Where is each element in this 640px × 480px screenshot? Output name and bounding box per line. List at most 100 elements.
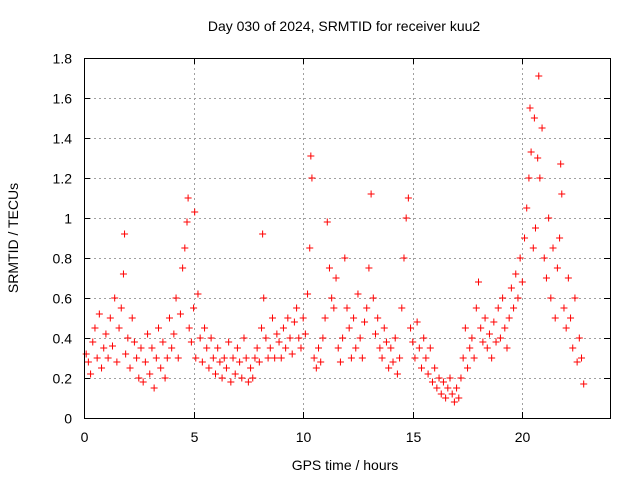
data-point bbox=[277, 354, 285, 362]
data-point bbox=[273, 330, 281, 338]
data-point bbox=[413, 318, 421, 326]
data-point bbox=[307, 152, 315, 160]
data-point bbox=[567, 314, 575, 322]
data-point bbox=[192, 354, 200, 362]
data-point bbox=[115, 324, 123, 332]
data-point bbox=[146, 370, 154, 378]
data-point bbox=[155, 324, 163, 332]
data-point bbox=[179, 264, 187, 272]
data-point bbox=[448, 390, 456, 398]
data-point bbox=[266, 344, 274, 352]
data-point bbox=[475, 278, 482, 286]
data-point bbox=[560, 304, 568, 312]
data-point bbox=[485, 330, 493, 338]
data-point bbox=[222, 364, 230, 372]
y-axis-label: SRMTID / TECUs bbox=[5, 183, 21, 293]
data-point bbox=[271, 354, 279, 362]
data-point bbox=[150, 384, 158, 392]
y-tick-label: 0 bbox=[64, 411, 72, 427]
data-point bbox=[126, 364, 134, 372]
data-point bbox=[216, 358, 224, 366]
data-point bbox=[288, 350, 296, 358]
data-point bbox=[569, 344, 577, 352]
data-point bbox=[321, 314, 329, 322]
grid-lines bbox=[84, 58, 610, 418]
data-point bbox=[293, 304, 301, 312]
data-point bbox=[98, 364, 106, 372]
data-point bbox=[130, 338, 138, 346]
data-point bbox=[512, 270, 520, 278]
data-point bbox=[556, 234, 564, 242]
y-tick-label: 1.8 bbox=[53, 51, 73, 67]
data-point bbox=[238, 374, 246, 382]
data-point bbox=[122, 350, 130, 358]
data-point bbox=[422, 354, 430, 362]
data-point bbox=[304, 290, 312, 298]
data-point bbox=[418, 364, 426, 372]
data-point bbox=[332, 274, 340, 282]
data-point bbox=[492, 338, 500, 346]
data-point bbox=[562, 324, 570, 332]
data-point bbox=[382, 338, 390, 346]
data-point bbox=[409, 338, 417, 346]
data-point bbox=[262, 334, 270, 342]
data-point bbox=[323, 218, 331, 226]
data-point bbox=[225, 338, 233, 346]
data-point bbox=[144, 330, 152, 338]
data-point bbox=[91, 324, 99, 332]
data-point bbox=[404, 194, 412, 202]
data-point bbox=[255, 358, 263, 366]
data-point bbox=[578, 354, 586, 362]
data-point bbox=[260, 294, 268, 302]
y-tick-label: 1.2 bbox=[53, 171, 73, 187]
data-point bbox=[472, 304, 480, 312]
data-point bbox=[249, 374, 257, 382]
data-point bbox=[295, 334, 303, 342]
data-point bbox=[165, 314, 173, 322]
data-point bbox=[275, 338, 283, 346]
data-point bbox=[538, 124, 546, 132]
data-point bbox=[376, 344, 384, 352]
data-point bbox=[117, 304, 125, 312]
data-point bbox=[159, 338, 167, 346]
data-point bbox=[428, 378, 436, 386]
data-point bbox=[358, 354, 366, 362]
data-point bbox=[152, 354, 160, 362]
data-point bbox=[172, 294, 180, 302]
data-point bbox=[205, 364, 213, 372]
data-point bbox=[396, 354, 404, 362]
x-tick-label: 15 bbox=[406, 429, 422, 445]
data-point bbox=[319, 334, 327, 342]
data-point bbox=[387, 344, 395, 352]
x-tick-label: 20 bbox=[515, 429, 531, 445]
data-point bbox=[490, 318, 498, 326]
data-point bbox=[325, 264, 333, 272]
data-point bbox=[470, 354, 478, 362]
data-point bbox=[530, 114, 538, 122]
data-point bbox=[82, 350, 90, 358]
data-point bbox=[402, 214, 410, 222]
data-point bbox=[157, 364, 165, 372]
data-point bbox=[297, 344, 305, 352]
data-point bbox=[108, 342, 116, 350]
data-point bbox=[507, 284, 515, 292]
data-point bbox=[95, 310, 103, 318]
data-point bbox=[236, 358, 244, 366]
data-point bbox=[433, 384, 441, 392]
data-point bbox=[137, 344, 145, 352]
data-point bbox=[400, 254, 408, 262]
data-point bbox=[477, 324, 485, 332]
data-point bbox=[286, 334, 294, 342]
data-point bbox=[466, 344, 474, 352]
data-point bbox=[557, 160, 565, 168]
data-point bbox=[514, 294, 522, 302]
data-point bbox=[268, 314, 276, 322]
data-point bbox=[363, 304, 371, 312]
x-tick-label: 5 bbox=[191, 429, 199, 445]
data-point bbox=[571, 294, 579, 302]
data-point bbox=[496, 334, 504, 342]
data-point bbox=[407, 324, 415, 332]
data-point bbox=[341, 254, 349, 262]
data-point bbox=[184, 194, 192, 202]
data-point bbox=[244, 378, 252, 386]
